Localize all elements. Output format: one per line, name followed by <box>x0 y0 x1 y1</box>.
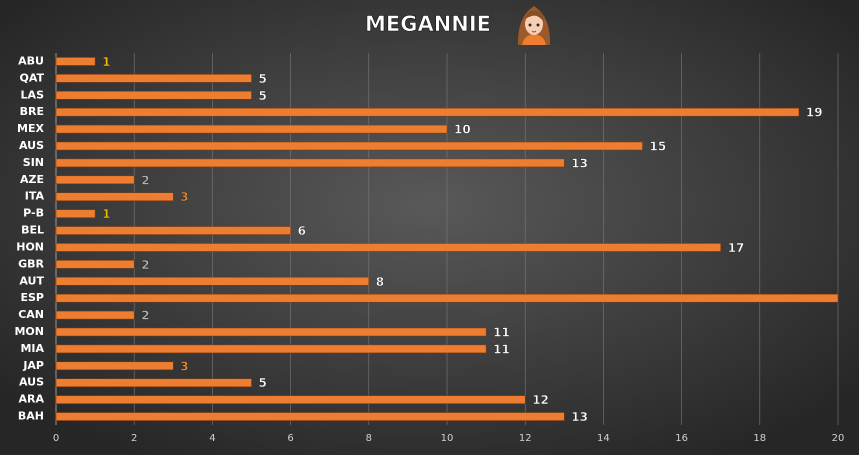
bar <box>55 91 252 100</box>
y-tick-label: CAN <box>18 308 44 321</box>
value-label: 13 <box>571 410 588 424</box>
bar <box>55 327 487 337</box>
bar <box>55 310 135 320</box>
y-tick-label: LAS <box>21 88 45 101</box>
x-tick-label: 2 <box>131 433 137 444</box>
avatar <box>517 6 551 45</box>
y-tick-label: BAH <box>18 410 44 423</box>
y-tick-label: QAT <box>19 71 44 84</box>
value-label: 3 <box>180 190 188 204</box>
value-label: 11 <box>493 342 510 356</box>
x-tick-label: 20 <box>832 433 845 444</box>
x-tick-label: 18 <box>753 433 766 444</box>
value-label: 1 <box>102 55 110 69</box>
y-tick-label: ITA <box>25 190 45 203</box>
bar <box>55 243 721 252</box>
x-tick-label: 14 <box>597 433 610 444</box>
value-label: 6 <box>298 224 306 238</box>
x-tick-label: 0 <box>53 433 59 444</box>
y-tick-label: P-B <box>23 207 44 220</box>
value-label: 12 <box>532 393 549 407</box>
y-tick-label: JAP <box>22 359 44 372</box>
bar <box>55 344 487 354</box>
value-label: 10 <box>454 123 471 137</box>
bar <box>55 226 291 235</box>
x-tick-label: 16 <box>675 433 688 444</box>
y-tick-label: MEX <box>17 122 44 135</box>
bar <box>55 158 565 168</box>
x-tick-label: 12 <box>519 433 532 444</box>
value-label: 5 <box>259 89 267 103</box>
value-label: 2 <box>141 309 149 323</box>
y-tick-label: ARA <box>19 393 45 406</box>
value-label: 5 <box>259 72 267 86</box>
bar <box>55 175 135 185</box>
y-tick-label: MON <box>14 325 44 338</box>
y-tick-label: AUT <box>19 274 44 287</box>
chart-title: MEGANNIE <box>365 12 491 36</box>
x-tick-label: 4 <box>209 433 215 444</box>
bar <box>55 192 174 201</box>
bar <box>55 209 96 218</box>
value-label: 11 <box>493 326 510 340</box>
value-label: 8 <box>376 275 384 289</box>
bar <box>55 361 174 371</box>
y-tick-label: BEL <box>21 224 44 237</box>
value-label: 5 <box>259 376 267 390</box>
y-tick-label: AZE <box>20 173 44 186</box>
y-tick-label: ABU <box>18 54 44 67</box>
value-label: 2 <box>141 173 149 187</box>
bar <box>55 57 96 66</box>
y-tick-label: HON <box>16 240 44 253</box>
y-tick-label: AUS <box>19 376 44 389</box>
value-label: 19 <box>806 106 823 120</box>
bar <box>55 412 565 421</box>
bar <box>55 141 643 151</box>
y-tick-label: ESP <box>21 291 45 304</box>
bar <box>55 124 448 134</box>
y-tick-label: SIN <box>23 156 44 169</box>
x-tick-label: 8 <box>366 433 372 444</box>
x-tick-label: 6 <box>287 433 293 444</box>
bar <box>55 277 370 286</box>
bar <box>55 107 800 117</box>
bar <box>55 260 135 269</box>
y-tick-label: MIA <box>20 342 44 355</box>
y-tick-label: AUS <box>19 139 44 152</box>
bar <box>55 293 839 303</box>
bar <box>55 378 252 387</box>
bar <box>55 74 252 83</box>
value-label: 15 <box>650 140 667 154</box>
value-label: 2 <box>141 258 149 272</box>
y-tick-label: GBR <box>18 257 44 270</box>
value-label: 3 <box>180 359 188 373</box>
value-label: 1 <box>102 207 110 221</box>
y-tick-label: BRE <box>20 105 44 118</box>
x-tick-label: 10 <box>441 433 454 444</box>
value-label: 17 <box>728 241 745 255</box>
bar <box>55 395 526 404</box>
value-label: 13 <box>571 156 588 170</box>
